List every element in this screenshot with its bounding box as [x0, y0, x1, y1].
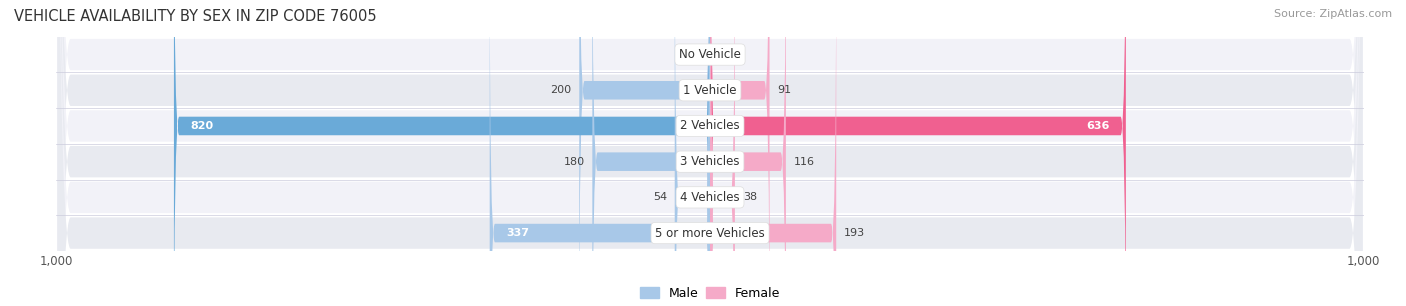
FancyBboxPatch shape: [58, 0, 1362, 306]
Text: 54: 54: [652, 192, 666, 202]
Text: 337: 337: [506, 228, 529, 238]
Text: 193: 193: [844, 228, 865, 238]
Text: 38: 38: [742, 192, 756, 202]
Text: 2 Vehicles: 2 Vehicles: [681, 119, 740, 132]
FancyBboxPatch shape: [58, 0, 1362, 306]
Text: 0: 0: [718, 50, 725, 60]
FancyBboxPatch shape: [579, 0, 710, 306]
Text: 116: 116: [794, 157, 814, 167]
Text: 1 Vehicle: 1 Vehicle: [683, 84, 737, 97]
FancyBboxPatch shape: [58, 0, 1362, 306]
Text: 0: 0: [695, 50, 702, 60]
Text: 4 Vehicles: 4 Vehicles: [681, 191, 740, 204]
FancyBboxPatch shape: [58, 0, 1362, 306]
FancyBboxPatch shape: [710, 0, 786, 306]
Text: 3 Vehicles: 3 Vehicles: [681, 155, 740, 168]
FancyBboxPatch shape: [58, 0, 1362, 306]
FancyBboxPatch shape: [710, 0, 735, 306]
Text: No Vehicle: No Vehicle: [679, 48, 741, 61]
Text: 820: 820: [190, 121, 214, 131]
FancyBboxPatch shape: [592, 0, 710, 306]
FancyBboxPatch shape: [710, 0, 1126, 306]
FancyBboxPatch shape: [710, 0, 769, 306]
Text: 180: 180: [564, 157, 585, 167]
FancyBboxPatch shape: [489, 0, 710, 306]
Text: 636: 636: [1085, 121, 1109, 131]
FancyBboxPatch shape: [675, 0, 710, 306]
FancyBboxPatch shape: [710, 0, 837, 306]
Text: 91: 91: [778, 85, 792, 95]
Text: 5 or more Vehicles: 5 or more Vehicles: [655, 226, 765, 240]
Legend: Male, Female: Male, Female: [636, 282, 785, 305]
FancyBboxPatch shape: [174, 0, 710, 306]
Text: Source: ZipAtlas.com: Source: ZipAtlas.com: [1274, 9, 1392, 19]
FancyBboxPatch shape: [58, 0, 1362, 306]
Text: 200: 200: [550, 85, 571, 95]
Text: VEHICLE AVAILABILITY BY SEX IN ZIP CODE 76005: VEHICLE AVAILABILITY BY SEX IN ZIP CODE …: [14, 9, 377, 24]
